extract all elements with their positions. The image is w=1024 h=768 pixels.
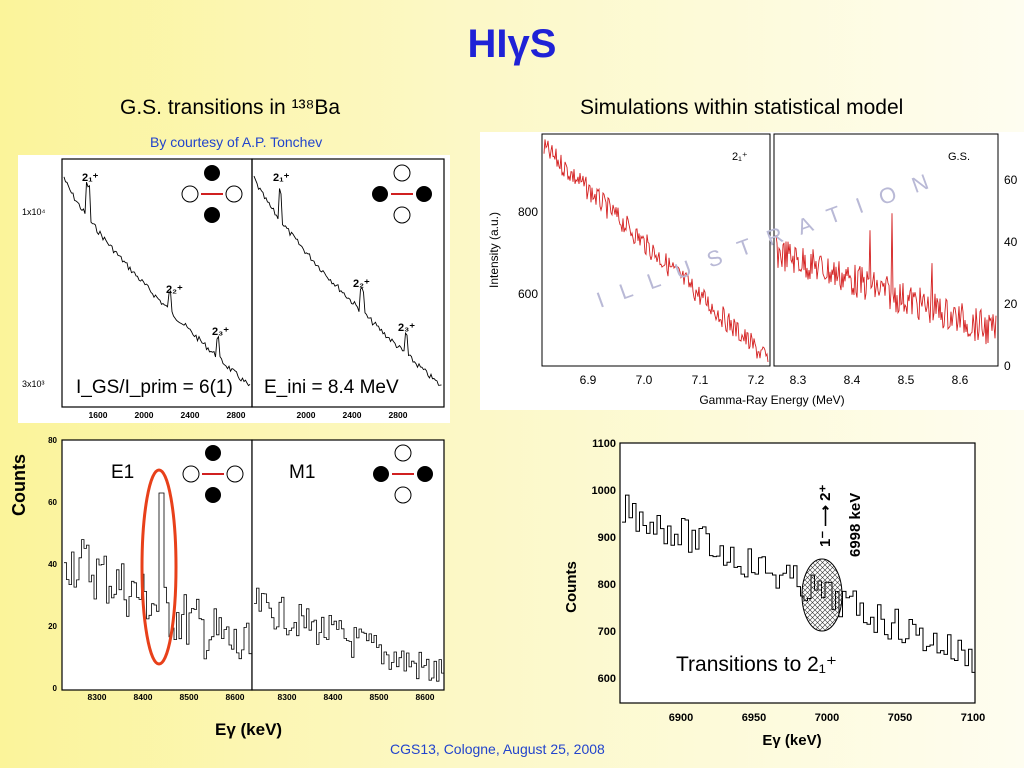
sim-x-label: Gamma-Ray Energy (MeV) bbox=[699, 393, 844, 407]
sim-x-tick-7.1: 7.1 bbox=[692, 373, 709, 387]
sim-frame-left bbox=[541, 133, 771, 367]
sim-x-tick-6.9: 6.9 bbox=[580, 373, 597, 387]
x-tick-e1-8500: 8500 bbox=[180, 692, 199, 702]
sim-right-label: G.S. bbox=[948, 151, 970, 163]
y-tick-3e3: 3x10³ bbox=[22, 379, 45, 389]
m1-frame bbox=[251, 439, 445, 691]
sim-trace-right bbox=[775, 213, 997, 345]
sim-x-tick-7.0: 7.0 bbox=[636, 373, 653, 387]
peak-label-right-2: 2₂⁺ bbox=[353, 278, 370, 290]
sim-x-tick-7.2: 7.2 bbox=[748, 373, 765, 387]
transition-energy-label: 6998 keV bbox=[847, 493, 864, 557]
orbital-diagram-m1 bbox=[373, 444, 433, 504]
x-tick-m1-8500: 8500 bbox=[370, 692, 389, 702]
br-y-tick-1100: 1100 bbox=[592, 438, 616, 450]
courtesy-text: By courtesy of A.P. Tonchev bbox=[150, 134, 323, 150]
transitions-figure: 1100 1000 900 800 700 600 6900 6950 7000 7050 7100… bbox=[563, 438, 985, 749]
br-y-tick-600: 600 bbox=[598, 673, 616, 685]
peak-label-left-3: 2₃⁺ bbox=[212, 326, 229, 338]
sim-y-tick-right-40: 40 bbox=[1004, 235, 1018, 249]
peak-label-left-1: 2₁⁺ bbox=[82, 172, 99, 184]
ratio-text: I_GS/I_prim = 6(1) bbox=[76, 377, 233, 398]
br-x-tick-6900: 6900 bbox=[669, 712, 693, 724]
x-tick-right-2000: 2000 bbox=[297, 410, 316, 420]
e1-frame bbox=[61, 439, 253, 691]
x-tick-m1-8600: 8600 bbox=[416, 692, 435, 702]
spectrum-trace-left bbox=[63, 176, 251, 387]
peak-label-right-1: 2₁⁺ bbox=[273, 172, 290, 184]
gs-spectra-figure: 1x10⁴ 3x10³ 1600 2000 2400 2800 2000 2400 2800… bbox=[18, 155, 450, 423]
br-x-tick-7000: 7000 bbox=[815, 712, 839, 724]
peak-region-ellipse bbox=[801, 558, 843, 632]
transitions-y-label: Counts bbox=[563, 561, 580, 613]
sim-x-tick-right-8.5: 8.5 bbox=[898, 373, 915, 387]
br-x-tick-6950: 6950 bbox=[742, 712, 766, 724]
orbital-diagram-e1 bbox=[182, 445, 244, 503]
spectrum-trace-right bbox=[253, 175, 442, 386]
br-y-tick-900: 900 bbox=[598, 532, 616, 544]
y-tick-60: 60 bbox=[48, 498, 57, 507]
counts-label: Counts bbox=[9, 454, 29, 516]
x-tick-e1-8400: 8400 bbox=[134, 692, 153, 702]
sim-trace-left bbox=[543, 139, 769, 363]
orbital-diagram-right bbox=[372, 164, 432, 224]
footer-text: CGS13, Cologne, August 25, 2008 bbox=[390, 741, 605, 757]
left-heading: G.S. transitions in ¹³⁸Ba bbox=[120, 96, 341, 119]
sim-x-tick-right-8.3: 8.3 bbox=[790, 373, 807, 387]
transitions-x-label: Eγ (keV) bbox=[762, 732, 821, 749]
sim-y-tick-right-20: 20 bbox=[1004, 297, 1018, 311]
orbital-diagram-left bbox=[181, 165, 243, 223]
sim-y-label: Intensity (a.u.) bbox=[487, 212, 501, 288]
e1-m1-figure: Counts 80 60 40 20 0 8300 8400 8500 8600 8300 840… bbox=[9, 436, 445, 739]
e1-spectrum-trace bbox=[64, 492, 252, 660]
right-heading: Simulations within statistical model bbox=[580, 96, 904, 119]
peak-label-left-2: 2₂⁺ bbox=[166, 284, 183, 296]
transitions-caption: Transitions to 2₁⁺ bbox=[676, 653, 837, 676]
sim-y-tick-right-60: 60 bbox=[1004, 173, 1018, 187]
sim-frame-right bbox=[773, 133, 999, 367]
y-tick-0: 0 bbox=[53, 684, 58, 693]
peak-label-right-3: 2₃⁺ bbox=[398, 322, 415, 334]
x-tick-m1-8300: 8300 bbox=[278, 692, 297, 702]
e1-label: E1 bbox=[111, 462, 134, 483]
x-tick-right-2800: 2800 bbox=[389, 410, 408, 420]
transition-label: 1⁻ ⟶ 2⁺ bbox=[817, 485, 834, 547]
br-x-tick-7050: 7050 bbox=[888, 712, 912, 724]
x-tick-left-2400: 2400 bbox=[181, 410, 200, 420]
x-tick-left-1600: 1600 bbox=[89, 410, 108, 420]
simulation-figure: Intensity (a.u.) 800 600 60 40 20 0 6.9 7.0 7.1 7… bbox=[480, 132, 1024, 410]
spectrum-frame-right bbox=[251, 158, 445, 408]
energy-text: E_ini = 8.4 MeV bbox=[264, 377, 399, 398]
x-tick-left-2800: 2800 bbox=[227, 410, 246, 420]
sim-x-tick-right-8.6: 8.6 bbox=[952, 373, 969, 387]
sim-y-tick-right-0: 0 bbox=[1004, 359, 1011, 373]
x-tick-left-2000: 2000 bbox=[135, 410, 154, 420]
x-tick-right-2400: 2400 bbox=[343, 410, 362, 420]
transitions-trace bbox=[622, 494, 976, 673]
m1-label: M1 bbox=[289, 462, 315, 483]
sim-y-tick-800: 800 bbox=[518, 205, 538, 219]
br-y-tick-800: 800 bbox=[598, 579, 616, 591]
slide-title: HIγS bbox=[467, 22, 557, 66]
m1-spectrum-trace bbox=[254, 587, 444, 682]
sim-y-tick-600: 600 bbox=[518, 287, 538, 301]
y-tick-80: 80 bbox=[48, 436, 57, 445]
e1-peak-ellipse bbox=[140, 468, 178, 666]
x-tick-e1-8300: 8300 bbox=[88, 692, 107, 702]
y-tick-1e4: 1x10⁴ bbox=[22, 207, 46, 217]
y-tick-20: 20 bbox=[48, 622, 57, 631]
br-y-tick-1000: 1000 bbox=[592, 485, 616, 497]
y-tick-40: 40 bbox=[48, 560, 57, 569]
sim-left-label: 2₁⁺ bbox=[732, 151, 748, 163]
sim-x-tick-right-8.4: 8.4 bbox=[844, 373, 861, 387]
br-x-tick-7100: 7100 bbox=[961, 712, 985, 724]
x-tick-e1-8600: 8600 bbox=[226, 692, 245, 702]
x-tick-m1-8400: 8400 bbox=[324, 692, 343, 702]
br-y-tick-700: 700 bbox=[598, 626, 616, 638]
e-gamma-label: Eγ (keV) bbox=[215, 720, 282, 739]
